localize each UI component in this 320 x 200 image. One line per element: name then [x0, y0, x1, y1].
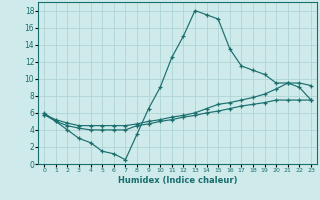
X-axis label: Humidex (Indice chaleur): Humidex (Indice chaleur): [118, 176, 237, 185]
